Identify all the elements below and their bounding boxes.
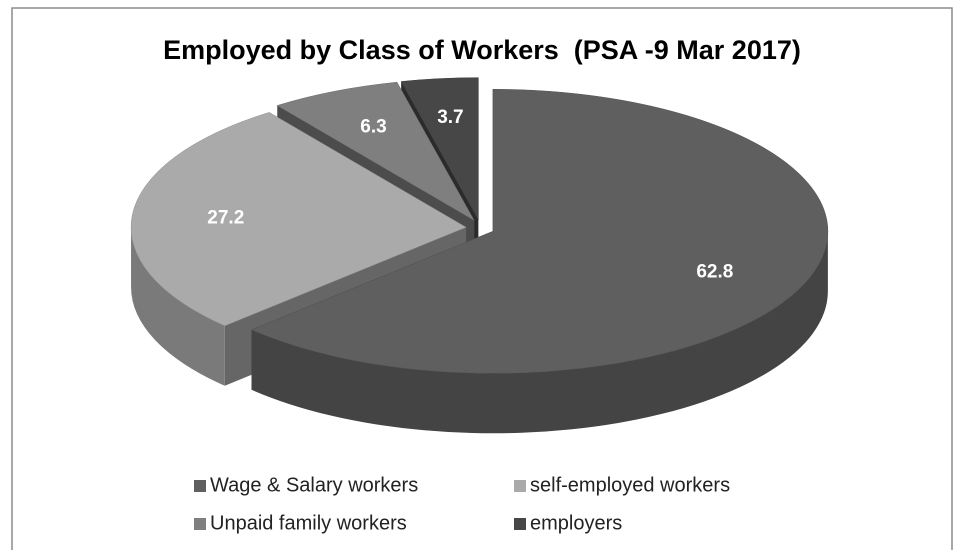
legend-swatch xyxy=(194,480,206,492)
data-label: 6.3 xyxy=(360,116,386,137)
data-label: 62.8 xyxy=(696,261,733,282)
data-label: 27.2 xyxy=(207,207,244,228)
slice xyxy=(276,81,475,222)
legend-label: Unpaid family workers xyxy=(210,512,407,534)
data-label: 3.7 xyxy=(437,107,463,128)
legend-label: self-employed workers xyxy=(530,474,730,496)
legend-label: Wage & Salary workers xyxy=(210,474,418,496)
slice-side xyxy=(251,231,828,434)
slice xyxy=(130,112,467,327)
slice xyxy=(250,89,829,374)
pie: 3.7 6.3 27.2 62.8 xyxy=(130,77,829,434)
legend-label: employers xyxy=(530,512,622,534)
chart-border xyxy=(11,7,953,550)
slice-side xyxy=(131,227,225,386)
slice xyxy=(400,77,479,221)
legend-swatch xyxy=(514,480,526,492)
chart-title: Employed by Class of Workers (PSA -9 Mar… xyxy=(163,35,801,65)
legend-swatch xyxy=(194,518,206,530)
legend-swatch xyxy=(514,518,526,530)
legend: Wage & Salary workers self-employed worke… xyxy=(194,474,730,534)
